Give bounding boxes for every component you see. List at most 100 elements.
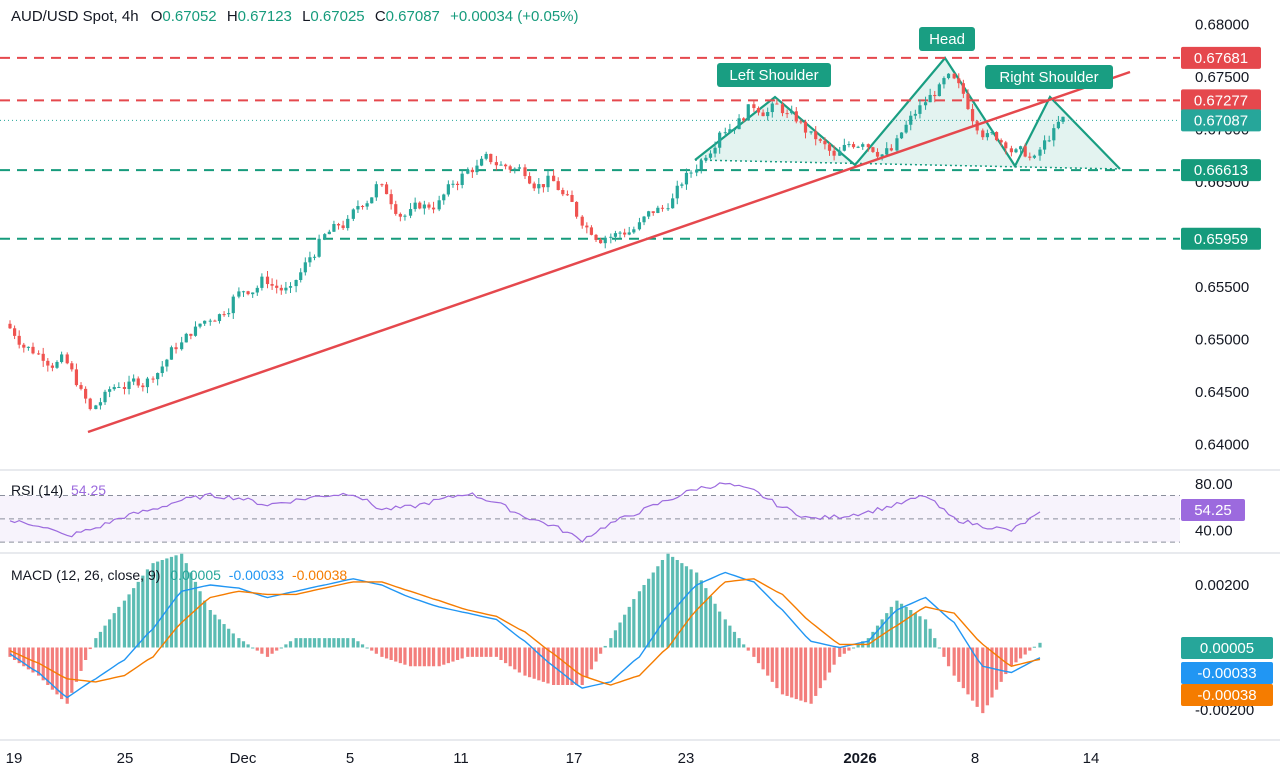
macd-histogram-bar xyxy=(723,619,727,648)
candle-body xyxy=(508,166,512,170)
candle-body xyxy=(756,108,761,113)
macd-title[interactable]: MACD (12, 26, close, 9) xyxy=(11,567,161,583)
candle-body xyxy=(517,167,521,169)
candle-body xyxy=(689,172,693,174)
candle-body xyxy=(627,232,631,235)
price-tick-label: 0.65500 xyxy=(1195,279,1249,296)
macd-histogram-bar xyxy=(885,613,889,648)
candle-body xyxy=(499,164,503,166)
macd-histogram-bar xyxy=(217,619,222,648)
candle-body xyxy=(1047,140,1051,142)
candle-body xyxy=(875,151,880,157)
macd-histogram-bar xyxy=(975,647,979,707)
rsi-pane xyxy=(0,482,1180,543)
candle-body xyxy=(746,104,750,121)
candle-body xyxy=(151,378,155,380)
price-axis[interactable]: 0.680000.675000.670000.665000.660000.655… xyxy=(1181,16,1273,719)
candle-body xyxy=(189,333,193,336)
head-label-box xyxy=(919,27,975,51)
macd-histogram-bar xyxy=(999,647,1003,682)
candle-body xyxy=(13,328,17,336)
macd-histogram-bar xyxy=(708,595,713,648)
candle-body xyxy=(84,388,88,399)
macd-histogram-bar xyxy=(961,647,965,689)
macd-histogram-bar xyxy=(1032,646,1036,648)
candle-body xyxy=(408,209,413,216)
candle-body xyxy=(46,360,50,366)
candle-body xyxy=(1052,128,1056,141)
macd-histogram-bar xyxy=(899,603,904,648)
time-axis[interactable]: 19 25 Dec 5 11 17 23 2026 8 14 xyxy=(6,750,1100,767)
macd-histogram-bar xyxy=(780,647,785,695)
candle-body xyxy=(169,347,174,360)
candle-body xyxy=(208,320,212,322)
high-value: 0.67123 xyxy=(237,8,292,25)
macd-histogram-bar xyxy=(942,647,946,657)
candle-body xyxy=(346,218,350,229)
candle-body xyxy=(141,385,145,388)
macd-histogram-bar xyxy=(728,625,732,648)
candle-body xyxy=(809,131,813,133)
candle-body xyxy=(50,365,55,368)
macd-histogram-bar xyxy=(13,647,17,660)
candle-body xyxy=(26,346,30,348)
candle-body xyxy=(380,184,384,186)
candle-body xyxy=(556,181,560,191)
candle-body xyxy=(299,272,303,281)
macd-histogram-bar xyxy=(827,647,832,673)
trendline-layer[interactable] xyxy=(87,70,1131,434)
time-tick-label: 5 xyxy=(346,750,354,767)
candle-body xyxy=(814,131,818,140)
macd-histogram-bar xyxy=(785,647,789,696)
candle-body xyxy=(561,190,565,195)
candle-body xyxy=(966,93,970,110)
macd-histogram-bar xyxy=(957,647,961,682)
macd-histogram-bar xyxy=(990,647,994,698)
candle-body xyxy=(651,211,655,213)
macd-histogram-bar xyxy=(112,613,116,648)
candle-body xyxy=(585,225,589,228)
candle-body xyxy=(889,148,893,151)
support-price-tag-box xyxy=(1181,159,1261,182)
macd-histogram-bar xyxy=(803,647,808,703)
macd-histogram-bar xyxy=(609,638,613,648)
macd-histogram-bar xyxy=(871,631,875,648)
candle-body xyxy=(323,234,327,239)
candle-body xyxy=(904,124,908,133)
macd-histogram-bar xyxy=(156,561,160,648)
candle-body xyxy=(704,157,708,161)
rsi-title[interactable]: RSI (14) xyxy=(11,482,64,498)
macd-line xyxy=(9,571,1041,699)
candle-body xyxy=(1028,156,1032,158)
candle-body xyxy=(541,184,545,188)
macd-histogram-bar xyxy=(732,631,737,648)
candle-body xyxy=(718,132,722,148)
candle-body xyxy=(885,148,889,155)
close-label: C xyxy=(374,8,386,25)
candle-body xyxy=(31,346,35,354)
candle-body xyxy=(117,386,121,388)
candle-body xyxy=(799,121,803,123)
macd-tick-label: 0.00200 xyxy=(1195,577,1249,594)
time-tick-label: 25 xyxy=(117,750,134,767)
candle-body xyxy=(475,165,479,173)
candle-body xyxy=(284,287,288,291)
macd-histogram-bar xyxy=(666,553,670,648)
macd-histogram-bar xyxy=(265,647,270,657)
candle-body xyxy=(909,115,913,125)
support-price-tag: 0.66613 xyxy=(1194,162,1248,179)
macd-histogram-bar xyxy=(103,625,107,648)
candle-body xyxy=(332,224,336,232)
macd-histogram-bar xyxy=(431,647,436,667)
candle-body xyxy=(994,132,999,141)
macd-histogram-bar xyxy=(718,611,722,648)
candle-body xyxy=(442,194,446,201)
candle-body xyxy=(122,386,127,389)
macd-histogram-bar xyxy=(623,614,627,648)
candle-body xyxy=(613,233,618,237)
rsi-value-tag: 54.25 xyxy=(1194,502,1232,519)
macd-histogram-bar xyxy=(699,580,703,648)
candle-body xyxy=(294,280,298,287)
symbol-label[interactable]: AUD/USD Spot, 4h xyxy=(11,8,139,25)
